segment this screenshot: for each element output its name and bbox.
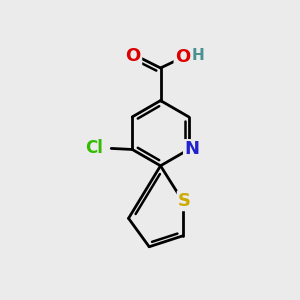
Text: S: S	[178, 192, 191, 210]
Text: Cl: Cl	[85, 140, 103, 158]
Text: O: O	[125, 47, 141, 65]
Text: H: H	[192, 48, 205, 63]
Text: N: N	[184, 140, 200, 158]
Text: O: O	[175, 49, 190, 67]
